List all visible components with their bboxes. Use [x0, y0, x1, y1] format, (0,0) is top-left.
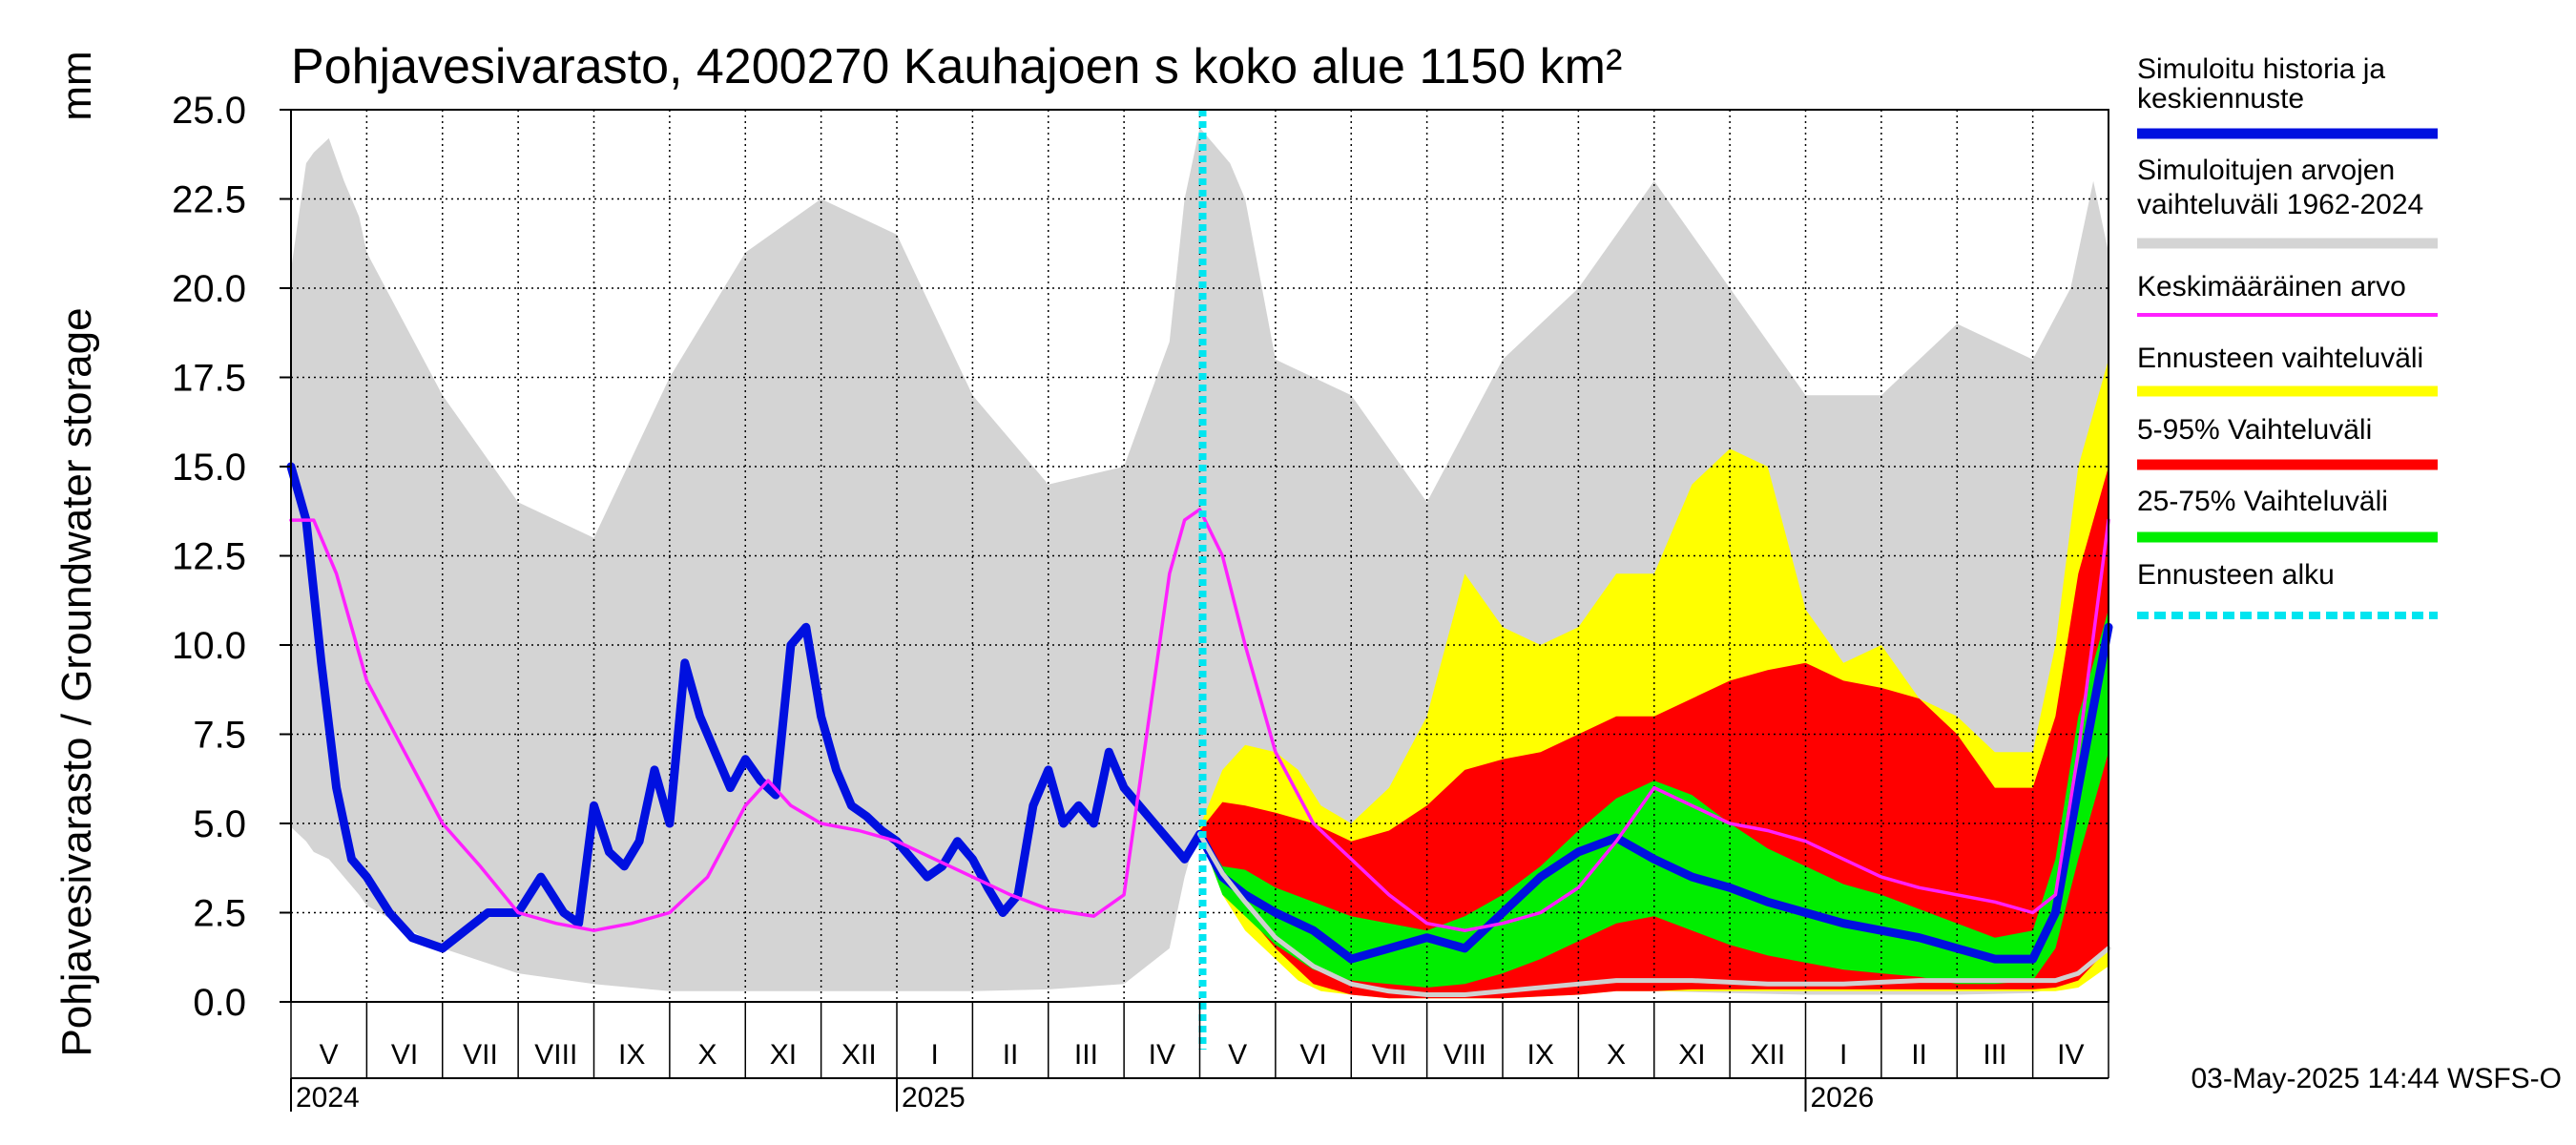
month-label-3: VIII	[534, 1039, 577, 1071]
legend-label-2: Keskimääräinen arvo	[2137, 271, 2406, 302]
legend-label-4: 5-95% Vaihteluväli	[2137, 414, 2372, 446]
month-label-11: IV	[1149, 1039, 1175, 1071]
y-tick-label-4: 10.0	[172, 625, 246, 667]
y-tick-label-3: 7.5	[193, 715, 246, 757]
footer-timestamp: 03-May-2025 14:44 WSFS-O	[2192, 1063, 2563, 1094]
legend-label-5: 25-75% Vaihteluväli	[2137, 486, 2388, 517]
legend-label-0: Simuloitu historia ja keskiennuste	[2137, 53, 2385, 114]
month-label-9: II	[1003, 1039, 1019, 1071]
month-label-13: VI	[1299, 1039, 1326, 1071]
month-label-12: V	[1228, 1039, 1247, 1071]
month-label-0: V	[320, 1039, 339, 1071]
y-tick-label-6: 15.0	[172, 447, 246, 489]
legend-label-6: Ennusteen alku	[2137, 559, 2335, 591]
month-label-16: IX	[1527, 1039, 1554, 1071]
month-label-1: VI	[391, 1039, 418, 1071]
series-line-2	[1197, 831, 2111, 997]
y-tick-label-8: 20.0	[172, 268, 246, 310]
legend: Simuloitu historia ja keskiennuste Simuloi…	[2137, 53, 2438, 619]
month-label-22: III	[1983, 1039, 2006, 1071]
line-layer	[286, 110, 2113, 1050]
month-label-14: VII	[1372, 1039, 1407, 1071]
band-2	[1199, 467, 2109, 999]
series-line-0	[286, 462, 2113, 964]
month-label-21: II	[1911, 1039, 1927, 1071]
y-tick-label-9: 22.5	[172, 179, 246, 221]
y-tick-label-0: 0.0	[193, 982, 246, 1024]
chart-title: Pohjavesivarasto, 4200270 Kauhajoen s ko…	[291, 39, 1622, 94]
legend-label-3: Ennusteen vaihteluväli	[2137, 343, 2423, 374]
y-axis-label: Pohjavesivarasto / Groundwater storage	[53, 307, 100, 1056]
y-tick-label-10: 25.0	[172, 90, 246, 132]
y-tick-label-1: 2.5	[193, 893, 246, 935]
month-label-10: III	[1074, 1039, 1098, 1071]
month-label-2: VII	[463, 1039, 498, 1071]
month-label-4: IX	[618, 1039, 645, 1071]
axes-layer: 0.0 2.5 5.0 7.5 10.0 12.5 15.0 17.5 20.0 22.5 25.0…	[172, 90, 2109, 1114]
month-label-5: X	[698, 1039, 717, 1071]
month-label-7: XII	[841, 1039, 877, 1071]
series-line-1	[289, 508, 2110, 932]
year-label-0: 2024	[296, 1082, 360, 1114]
month-label-23: IV	[2057, 1039, 2084, 1071]
year-label-2: 2026	[1811, 1082, 1875, 1114]
y-tick-label-2: 5.0	[193, 803, 246, 845]
y-tick-label-5: 12.5	[172, 536, 246, 578]
legend-label-1: Simuloitujen arvojen vaihteluväli 1962-20…	[2137, 155, 2423, 220]
month-label-8: I	[931, 1039, 939, 1071]
month-label-15: VIII	[1444, 1039, 1486, 1071]
month-label-18: XI	[1678, 1039, 1705, 1071]
month-label-19: XII	[1750, 1039, 1785, 1071]
month-label-20: I	[1839, 1039, 1847, 1071]
y-tick-label-7: 17.5	[172, 358, 246, 400]
year-label-1: 2025	[902, 1082, 966, 1114]
month-label-6: XI	[770, 1039, 797, 1071]
month-label-17: X	[1607, 1039, 1626, 1071]
y-axis-unit: mm	[53, 51, 100, 120]
